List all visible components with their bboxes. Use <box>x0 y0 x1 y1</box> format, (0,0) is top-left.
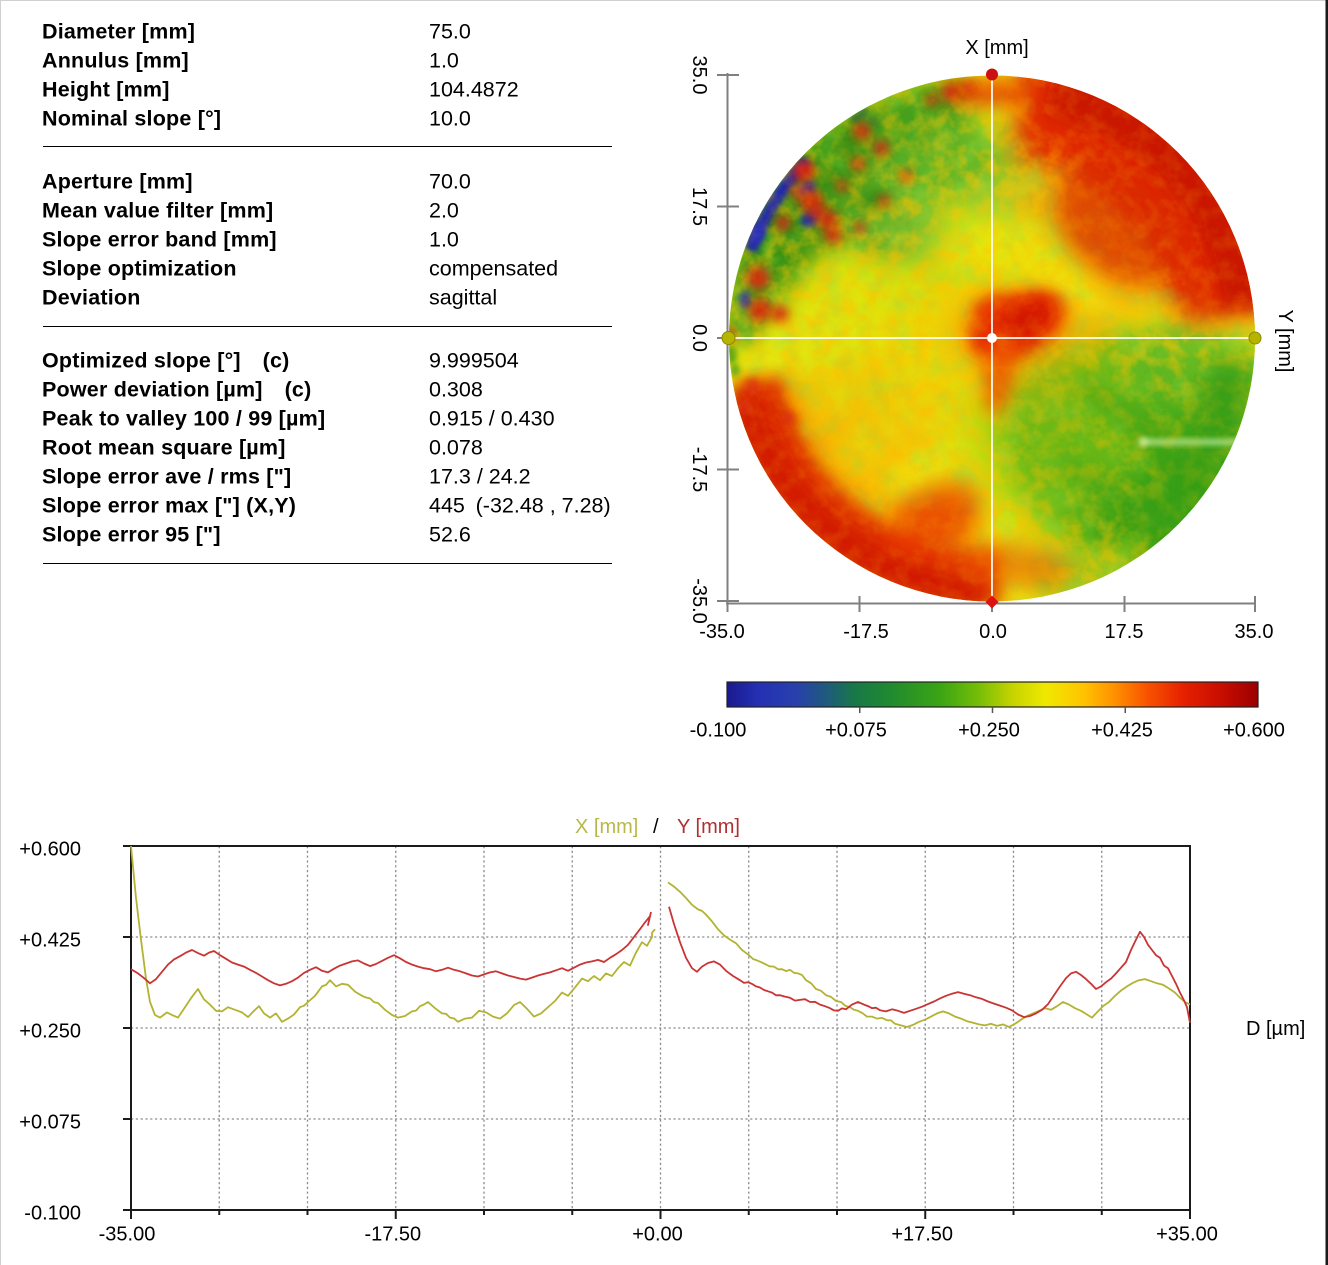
svg-text:35.0: 35.0 <box>1235 621 1274 643</box>
svg-text:9.999504: 9.999504 <box>429 349 519 373</box>
svg-text:/: / <box>653 816 659 838</box>
svg-text:+17.50: +17.50 <box>891 1224 953 1246</box>
svg-text:104.4872: 104.4872 <box>429 78 519 102</box>
svg-text:+0.600: +0.600 <box>19 838 81 860</box>
svg-text:Diameter [mm]: Diameter [mm] <box>42 20 195 44</box>
svg-text:+0.075: +0.075 <box>19 1111 81 1133</box>
svg-text:+0.600: +0.600 <box>1223 720 1285 742</box>
svg-text:0.915 / 0.430: 0.915 / 0.430 <box>429 407 555 431</box>
svg-text:17.5: 17.5 <box>688 187 710 226</box>
svg-text:Nominal slope [°]: Nominal slope [°] <box>42 107 221 131</box>
svg-text:Slope error band [mm]: Slope error band [mm] <box>42 228 277 252</box>
svg-text:17.5: 17.5 <box>1105 621 1144 643</box>
svg-text:X [mm]: X [mm] <box>965 37 1028 59</box>
svg-text:0.0: 0.0 <box>979 621 1007 643</box>
svg-text:D [µm]: D [µm] <box>1246 1018 1305 1040</box>
svg-text:Height [mm]: Height [mm] <box>42 78 170 102</box>
svg-text:Optimized slope [°] (c): Optimized slope [°] (c) <box>42 349 290 373</box>
svg-text:sagittal: sagittal <box>429 286 497 310</box>
svg-text:Power deviation [µm] (c): Power deviation [µm] (c) <box>42 378 311 402</box>
svg-text:Peak to valley 100 / 99 [µm]: Peak to valley 100 / 99 [µm] <box>42 407 325 431</box>
svg-text:2.0: 2.0 <box>429 199 459 223</box>
svg-text:+0.425: +0.425 <box>19 929 81 951</box>
svg-text:+35.00: +35.00 <box>1156 1224 1218 1246</box>
svg-text:Slope optimization: Slope optimization <box>42 257 237 281</box>
svg-text:Slope error ave / rms ["]: Slope error ave / rms ["] <box>42 465 291 489</box>
svg-text:Annulus [mm]: Annulus [mm] <box>42 49 189 73</box>
svg-text:-35.0: -35.0 <box>699 621 745 643</box>
svg-text:0.078: 0.078 <box>429 436 483 460</box>
svg-text:-0.100: -0.100 <box>690 720 747 742</box>
svg-text:Aperture [mm]: Aperture [mm] <box>42 170 193 194</box>
svg-text:+0.425: +0.425 <box>1091 720 1153 742</box>
svg-text:+0.250: +0.250 <box>958 720 1020 742</box>
svg-text:10.0: 10.0 <box>429 107 471 131</box>
svg-text:+0.250: +0.250 <box>19 1020 81 1042</box>
svg-text:0.0: 0.0 <box>688 324 710 352</box>
svg-text:-17.50: -17.50 <box>364 1224 421 1246</box>
svg-text:Slope error max ["] (X,Y): Slope error max ["] (X,Y) <box>42 494 296 518</box>
svg-text:-17.5: -17.5 <box>843 621 889 643</box>
svg-text:1.0: 1.0 <box>429 228 459 252</box>
svg-text:Mean value filter [mm]: Mean value filter [mm] <box>42 199 273 223</box>
svg-text:+0.075: +0.075 <box>825 720 887 742</box>
svg-text:Deviation: Deviation <box>42 286 141 310</box>
svg-text:-35.0: -35.0 <box>688 578 710 624</box>
svg-text:35.0: 35.0 <box>688 56 710 95</box>
svg-text:1.0: 1.0 <box>429 49 459 73</box>
svg-text:Y [mm]: Y [mm] <box>1274 310 1296 373</box>
svg-text:75.0: 75.0 <box>429 20 471 44</box>
svg-text:17.3 / 24.2: 17.3 / 24.2 <box>429 465 531 489</box>
svg-text:445 (-32.48 , 7.28): 445 (-32.48 , 7.28) <box>429 494 611 518</box>
svg-text:70.0: 70.0 <box>429 170 471 194</box>
svg-text:compensated: compensated <box>429 257 558 281</box>
svg-text:-35.00: -35.00 <box>99 1224 156 1246</box>
svg-text:Root mean square [µm]: Root mean square [µm] <box>42 436 286 460</box>
svg-text:Slope error 95 ["]: Slope error 95 ["] <box>42 523 221 547</box>
svg-text:X [mm]: X [mm] <box>575 816 638 838</box>
svg-text:+0.00: +0.00 <box>632 1224 683 1246</box>
svg-text:-17.5: -17.5 <box>688 447 710 493</box>
svg-text:0.308: 0.308 <box>429 378 483 402</box>
svg-text:-0.100: -0.100 <box>24 1202 81 1224</box>
svg-text:52.6: 52.6 <box>429 523 471 547</box>
svg-text:Y [mm]: Y [mm] <box>677 816 740 838</box>
